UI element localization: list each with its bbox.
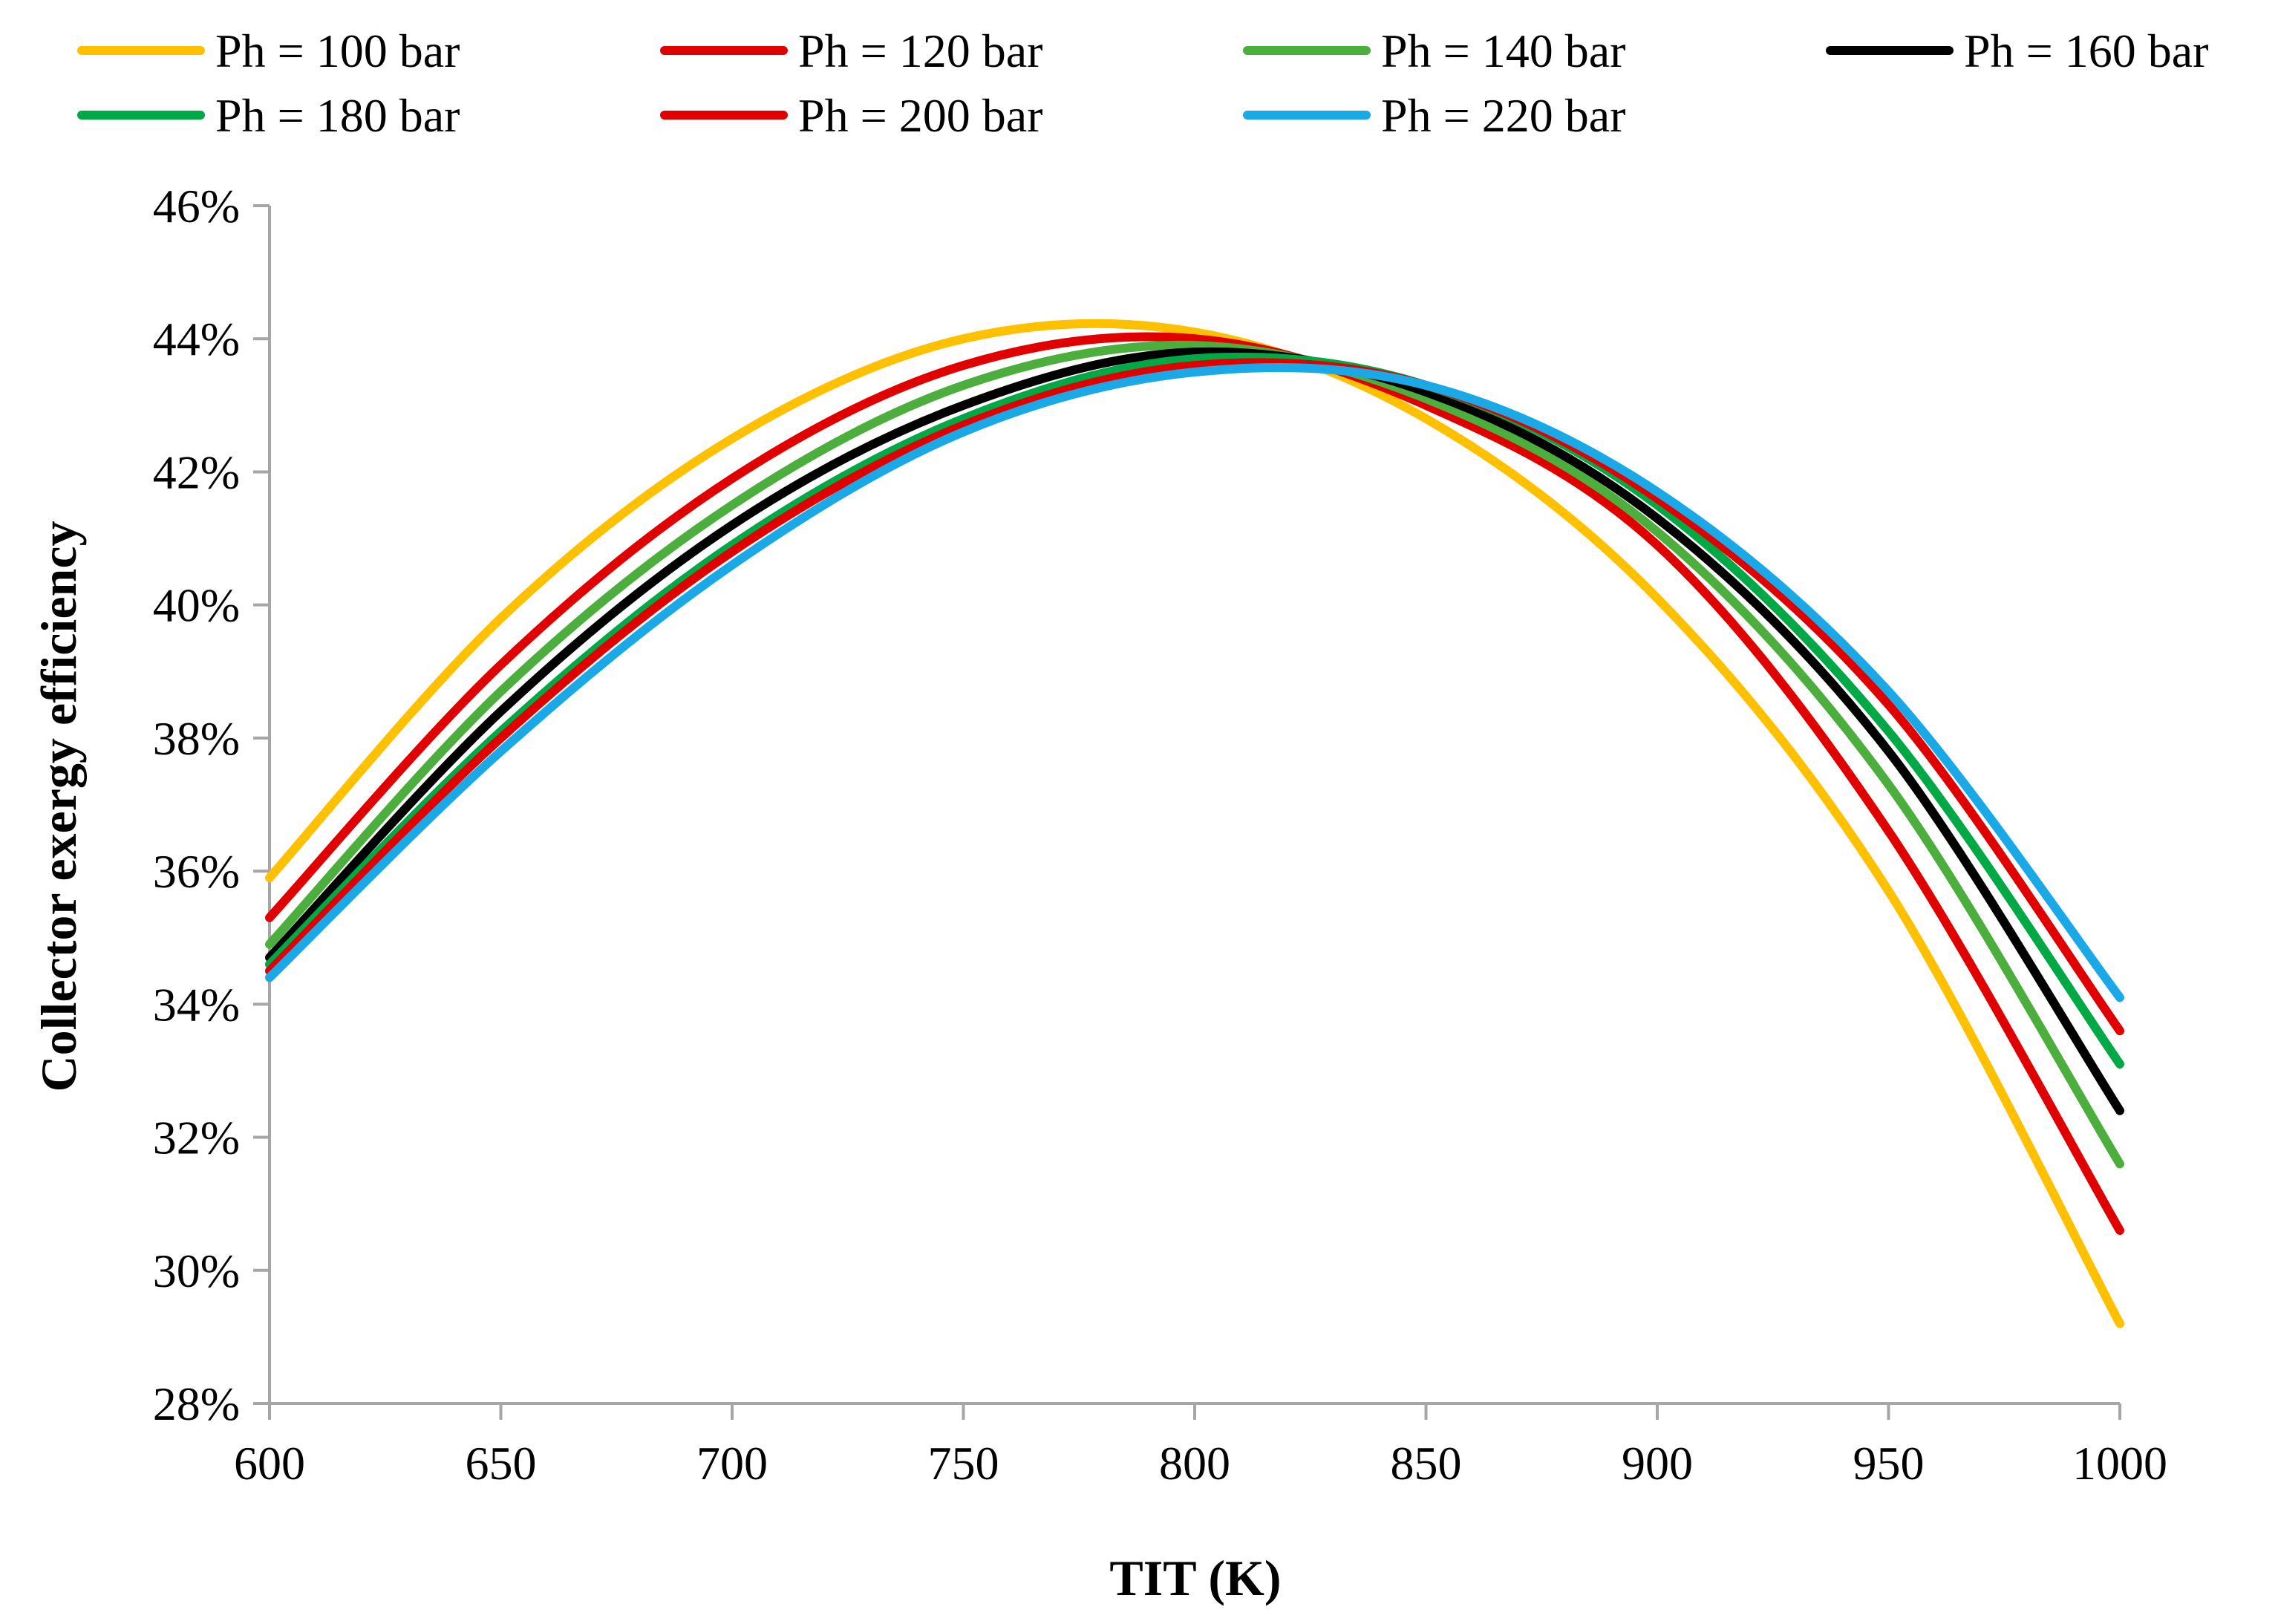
x-tick-label: 850 <box>1391 1437 1462 1490</box>
y-tick-label: 36% <box>153 845 240 898</box>
y-tick-label: 30% <box>153 1245 240 1297</box>
legend-item: Ph = 220 bar <box>1243 89 1625 142</box>
series-line-100-bar <box>265 319 2124 1328</box>
legend-label: Ph = 100 bar <box>215 25 460 77</box>
y-axis-ticks: 28% 30% 32% 34% 36% 38% 40% 42% 44% 46% <box>153 180 270 1430</box>
series-line-180-bar <box>265 352 2124 1069</box>
x-tick-label: 1000 <box>2072 1437 2167 1490</box>
x-axis-ticks: 600 650 700 750 800 850 900 950 1000 <box>234 1403 2167 1490</box>
x-tick-label: 700 <box>696 1437 768 1490</box>
x-tick-label: 800 <box>1159 1437 1230 1490</box>
legend-label: Ph = 140 bar <box>1381 25 1625 77</box>
y-tick-label: 46% <box>153 180 240 232</box>
x-tick-label: 900 <box>1622 1437 1693 1490</box>
axes <box>268 206 2120 1405</box>
legend-label: Ph = 220 bar <box>1381 89 1625 142</box>
series-line-220-bar <box>265 363 2124 1002</box>
series-line-120-bar <box>265 332 2124 1236</box>
legend-label: Ph = 160 bar <box>1964 25 2208 77</box>
legend-item: Ph = 120 bar <box>660 25 1042 77</box>
x-tick-label: 650 <box>466 1437 537 1490</box>
legend: Ph = 100 bar Ph = 120 bar Ph = 140 bar Ph =… <box>77 25 2208 142</box>
legend-item: Ph = 200 bar <box>660 89 1042 142</box>
legend-label: Ph = 120 bar <box>798 25 1042 77</box>
y-tick-label: 28% <box>153 1377 240 1430</box>
y-tick-label: 38% <box>153 712 240 765</box>
x-axis-title: TIT (K) <box>1109 1550 1281 1606</box>
legend-item: Ph = 100 bar <box>77 25 460 77</box>
series-line-160-bar <box>265 347 2124 1115</box>
x-tick-label: 750 <box>928 1437 999 1490</box>
legend-label: Ph = 180 bar <box>215 89 460 142</box>
y-tick-label: 42% <box>153 446 240 498</box>
y-tick-label: 40% <box>153 579 240 632</box>
x-tick-label: 600 <box>234 1437 305 1490</box>
series-group <box>265 319 2124 1328</box>
y-tick-label: 32% <box>153 1112 240 1164</box>
y-axis-title: Collector exergy efficiency <box>30 521 87 1092</box>
y-tick-label: 34% <box>153 978 240 1031</box>
x-tick-label: 950 <box>1853 1437 1925 1490</box>
legend-item: Ph = 180 bar <box>77 89 460 142</box>
series-line-200-bar <box>265 358 2124 1036</box>
y-tick-label: 44% <box>153 313 240 365</box>
legend-item: Ph = 160 bar <box>1826 25 2208 77</box>
series-line-140-bar <box>265 340 2124 1169</box>
legend-label: Ph = 200 bar <box>798 89 1042 142</box>
legend-item: Ph = 140 bar <box>1243 25 1625 77</box>
